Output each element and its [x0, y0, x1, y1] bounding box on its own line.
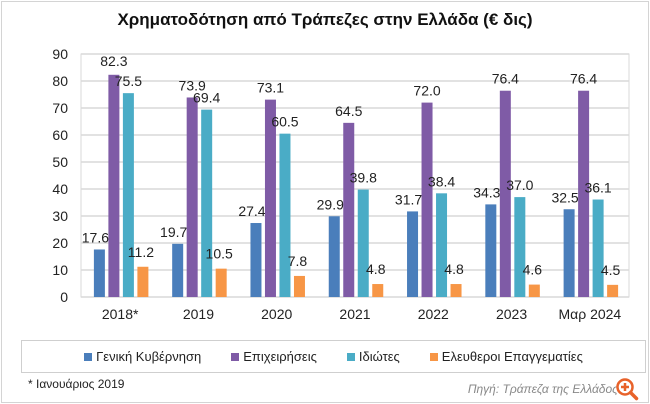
data-label: 19.7: [160, 224, 187, 240]
bar: [215, 268, 227, 297]
data-label: 64.5: [335, 103, 362, 119]
legend-item: Επιχειρήσεις: [231, 349, 317, 364]
data-label: 10.5: [206, 246, 233, 262]
data-label: 31.7: [395, 191, 422, 207]
data-label: 29.9: [317, 196, 344, 212]
x-tick-label: 2022: [418, 306, 449, 322]
data-label: 17.6: [82, 229, 109, 245]
legend-item: Ιδιώτες: [346, 349, 400, 364]
legend-swatch: [231, 352, 240, 361]
x-tick-label: 2021: [339, 306, 370, 322]
bar: [578, 90, 590, 297]
x-tick-label: Μαρ 2024: [558, 306, 621, 322]
y-tick-label: 70: [52, 100, 68, 116]
bar: [279, 133, 291, 297]
bar: [563, 209, 575, 297]
bar: [172, 243, 184, 297]
legend-label: Επιχειρήσεις: [243, 349, 317, 364]
bar: [372, 284, 384, 297]
data-label: 38.4: [428, 173, 455, 189]
bar: [407, 211, 419, 297]
chart-title: Χρηματοδότηση από Τράπεζες στην Ελλάδα (…: [117, 10, 533, 29]
y-tick-label: 50: [52, 154, 68, 170]
bar: [343, 122, 355, 297]
data-label: 4.8: [366, 261, 386, 277]
legend-label: Ελευθεροι Επαγγεματίες: [441, 349, 583, 364]
bar: [499, 90, 511, 297]
x-tick-label: 2023: [496, 306, 527, 322]
bar: [436, 193, 448, 297]
data-label: 27.4: [238, 203, 265, 219]
data-label: 73.9: [179, 77, 206, 93]
legend-swatch: [84, 352, 93, 361]
zoom-in-icon[interactable]: [615, 377, 639, 401]
y-tick-label: 80: [52, 73, 68, 89]
legend-label: Ιδιώτες: [358, 349, 400, 364]
x-tick-label: 2018*: [102, 306, 139, 322]
bar: [293, 275, 305, 297]
data-label: 75.5: [115, 73, 142, 89]
y-tick-label: 10: [52, 262, 68, 278]
legend-swatch: [346, 352, 355, 361]
legend-item: Ελευθεροι Επαγγεματίες: [429, 349, 583, 364]
source-text: Πηγή: Τράπεζα της Ελλάδος: [467, 382, 618, 396]
bar: [93, 249, 105, 297]
data-label: 76.4: [570, 71, 597, 87]
y-tick-label: 0: [60, 289, 68, 305]
legend-item: Γενική Κυβέρνηση: [84, 349, 201, 364]
data-label: 73.1: [257, 80, 284, 96]
legend-label: Γενική Κυβέρνηση: [96, 349, 202, 364]
bar: [450, 284, 462, 297]
y-tick-label: 20: [52, 235, 68, 251]
bar: [421, 102, 433, 297]
y-tick-label: 60: [52, 127, 68, 143]
data-label: 72.0: [413, 83, 440, 99]
bar: [186, 97, 198, 297]
bar: [328, 216, 340, 297]
data-label: 69.4: [193, 90, 220, 106]
y-tick-label: 40: [52, 181, 68, 197]
data-label: 4.8: [444, 261, 464, 277]
bar: [137, 266, 149, 297]
data-label: 4.6: [523, 262, 543, 278]
bar: [592, 199, 604, 297]
y-tick-label: 30: [52, 208, 68, 224]
bar: [607, 284, 619, 297]
bar: [108, 74, 120, 297]
x-tick-label: 2019: [183, 306, 214, 322]
data-label: 60.5: [271, 114, 298, 130]
data-label: 36.1: [584, 180, 611, 196]
data-label: 11.2: [128, 244, 154, 260]
bar: [122, 93, 134, 298]
data-label: 76.4: [492, 71, 519, 87]
data-label: 34.3: [473, 184, 500, 200]
bar: [250, 223, 262, 297]
data-label: 32.5: [551, 189, 578, 205]
data-label: 37.0: [506, 177, 533, 193]
bar: [357, 189, 369, 297]
data-label: 82.3: [100, 53, 127, 69]
bar: [528, 284, 540, 297]
bar: [514, 197, 526, 297]
data-label: 4.5: [601, 262, 621, 278]
x-tick-label: 2020: [261, 306, 292, 322]
legend-swatch: [429, 352, 438, 361]
footnote: * Ιανουάριος 2019: [28, 377, 125, 391]
y-tick-label: 90: [52, 46, 68, 62]
legend: Γενική Κυβέρνηση Επιχειρήσεις Ιδιώτες Ελευθ…: [21, 340, 646, 373]
bar: [201, 109, 213, 298]
bar: [485, 204, 497, 297]
data-label: 39.8: [350, 170, 377, 186]
data-label: 7.8: [288, 253, 308, 269]
bar: [264, 99, 276, 297]
